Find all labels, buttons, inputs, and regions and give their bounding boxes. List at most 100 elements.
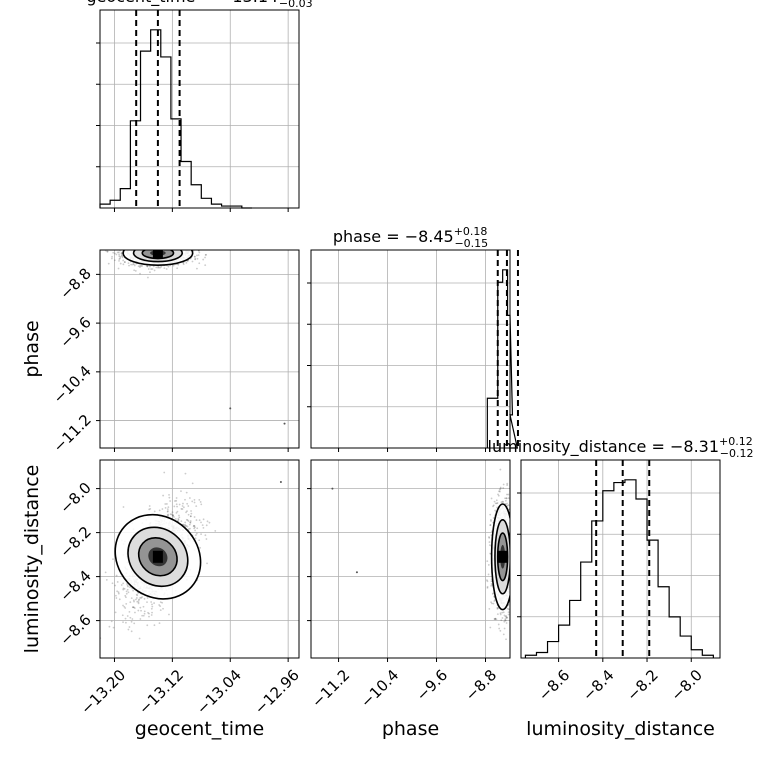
sample-point [137,601,140,603]
sample-point [497,607,500,609]
density-peak [497,550,508,563]
sample-point [177,263,180,266]
sample-point [140,597,143,599]
sample-point [127,262,130,265]
sample-point [195,519,198,521]
sample-point [205,524,208,527]
sample-point [153,510,156,513]
sample-point [494,617,497,620]
sample-point [139,272,141,275]
sample-point [127,585,129,588]
sample-point [132,589,135,592]
sample-point [121,255,124,258]
sample-point [193,527,196,530]
sample-point [155,266,158,269]
outlier-point [229,407,232,410]
sample-point [503,627,506,630]
sample-point [119,262,122,265]
sample-point [189,521,192,524]
sample-point [200,533,202,536]
sample-point [490,584,493,587]
sample-point [199,546,201,549]
sample-point [125,596,127,599]
title-phase: phase = −8.45+0.18 −0.15 [333,225,488,250]
sample-point [206,520,209,523]
sample-point [189,521,192,524]
sample-point [504,497,506,500]
sample-point [162,607,164,610]
sample-point [171,511,174,514]
sample-point [177,518,180,520]
sample-point [177,518,180,521]
sample-point [120,251,123,254]
sample-point [117,251,120,254]
sample-point [505,497,508,500]
sample-point [130,630,133,633]
sample-point [499,629,502,632]
sample-point [202,518,205,521]
sample-point [193,498,196,501]
sample-point [486,580,489,583]
outlier-point [355,571,358,574]
sample-point [120,584,123,586]
sample-point [193,524,195,527]
sample-point [505,616,508,619]
sample-point [190,512,193,515]
scatter-panel-geocent_time-phase [96,249,300,452]
sample-point [496,613,499,616]
sample-point [202,527,205,529]
sample-point [122,259,125,262]
sample-point [491,602,493,605]
sample-point [493,500,496,503]
sample-point [502,487,505,489]
sample-point [122,604,124,607]
sample-point [124,617,127,620]
sample-point [171,514,174,517]
sample-point [104,571,107,574]
sample-point [116,581,119,583]
sample-point [196,254,198,257]
sample-point [198,519,201,522]
sample-point [182,506,185,509]
sample-point [119,255,122,258]
sample-point [118,253,120,256]
sample-point [166,510,169,513]
sample-point [187,513,190,516]
sample-point [492,602,495,605]
sample-point [168,496,171,499]
sample-point [117,591,120,594]
sample-point [130,597,133,600]
sample-point [184,525,187,528]
sample-point [504,499,507,502]
sample-point [163,471,166,474]
sample-point [206,562,208,565]
sample-point [185,511,187,514]
sample-point [133,600,135,603]
sample-point [189,520,192,522]
sample-point [487,564,490,566]
sample-point [127,591,130,594]
sample-point [195,532,198,535]
title-text: geocent_time = −13.14 [86,0,278,7]
sample-point [499,468,502,471]
sample-point [178,514,180,517]
sample-point [116,590,119,593]
sample-point [118,258,121,260]
sample-point [168,493,170,496]
sample-point [191,482,194,485]
sample-point [184,523,186,526]
sample-point [159,601,162,604]
sample-point [125,602,128,605]
sample-point [106,250,109,253]
sample-point [162,494,165,497]
sample-point [486,579,488,581]
sample-point [499,487,502,490]
sample-point [133,263,135,265]
sample-point [132,599,135,602]
sample-point [502,611,505,614]
sample-point [504,618,507,620]
sample-point [167,265,170,268]
sample-point [111,257,113,260]
title-luminosity_distance: luminosity_distance = −8.31+0.12 −0.12 [488,435,754,460]
sample-point [489,524,492,527]
